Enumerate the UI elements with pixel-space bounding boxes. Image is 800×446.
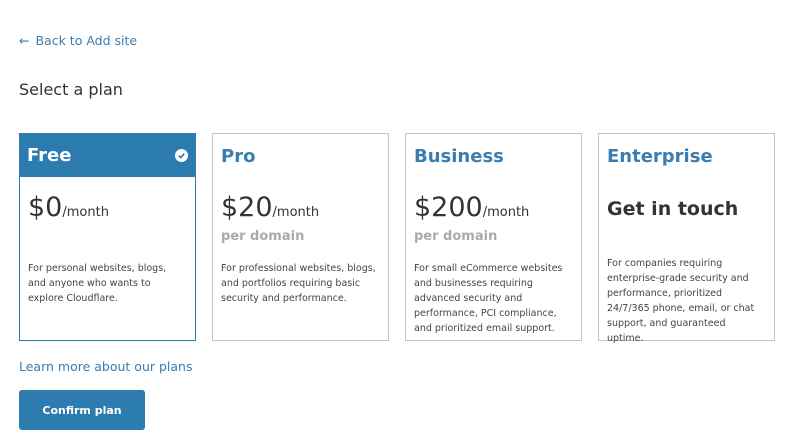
plan-description: For small eCommerce websites and busines…: [414, 263, 563, 334]
plan-name: Free: [27, 144, 72, 166]
plan-description: For companies requiring enterprise-grade…: [607, 258, 755, 344]
plan-card-pro[interactable]: Pro $20/month per domain For professiona…: [212, 133, 389, 341]
plan-card-enterprise[interactable]: Enterprise Get in touch For companies re…: [598, 133, 775, 344]
plan-price: $20/month: [221, 192, 320, 223]
plan-price-unit: per domain: [221, 229, 305, 244]
plan-price: $200/month: [414, 192, 530, 223]
plan-description: For personal websites, blogs, and anyone…: [28, 263, 167, 304]
back-label: Back to Add site: [35, 33, 138, 48]
plan-name: Enterprise: [607, 145, 713, 167]
plan-price-unit: per domain: [414, 229, 498, 244]
plan-price: Get in touch: [607, 198, 739, 220]
back-to-add-site-link[interactable]: ← Back to Add site: [19, 33, 137, 48]
plan-price: $0/month: [28, 192, 109, 223]
plan-name: Pro: [221, 145, 256, 167]
arrow-left-icon: ←: [19, 33, 30, 48]
learn-more-link[interactable]: Learn more about our plans: [19, 359, 193, 374]
confirm-plan-button[interactable]: Confirm plan: [19, 390, 145, 430]
page-title: Select a plan: [19, 80, 123, 99]
plan-card-business[interactable]: Business $200/month per domain For small…: [405, 133, 582, 341]
check-circle-icon: [175, 148, 188, 162]
plan-description: For professional websites, blogs, and po…: [221, 263, 376, 304]
plan-card-free[interactable]: Free $0/month For personal websites, blo…: [19, 133, 196, 341]
plan-name: Business: [414, 145, 504, 167]
